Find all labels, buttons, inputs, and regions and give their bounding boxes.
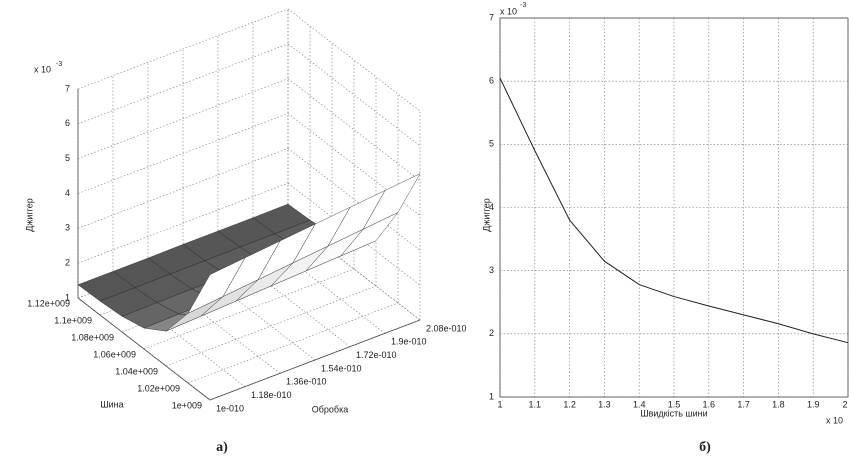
x-tick-label: 1 <box>497 399 502 409</box>
grid-line <box>77 148 289 229</box>
y-scale: x 10 <box>500 6 517 16</box>
z-axis-label: Джиггер <box>24 198 34 232</box>
x-tick-label: 2 <box>842 399 847 409</box>
y-tick-label: 6 <box>489 76 494 86</box>
y-tick-label: 1.18e-010 <box>251 390 292 400</box>
y-tick-label: 2 <box>489 328 494 338</box>
x-tick-label: 1.9 <box>807 399 820 409</box>
z-tick-label: 7 <box>65 83 70 93</box>
x-tick-label: 1.06e+009 <box>93 349 136 359</box>
y-tick-label: 1.36e-010 <box>286 377 327 387</box>
y-tick-label: 4 <box>489 202 494 212</box>
x-tick-label: 1.02e+009 <box>137 383 180 393</box>
grid-line <box>77 113 289 194</box>
x-tick-label: 1.08e+009 <box>71 332 114 342</box>
x-tick-label: 1.04e+009 <box>115 366 158 376</box>
z-tick-label: 2 <box>65 258 70 268</box>
grid-line <box>143 268 355 350</box>
x-tick-label: 1.2 <box>563 399 576 409</box>
y-tick-label: 1e-010 <box>216 403 244 413</box>
y-tick-label: 1.72e-010 <box>356 350 397 360</box>
x-tick-label: 1.4 <box>633 399 646 409</box>
z-tick-label: 3 <box>65 223 70 233</box>
grid-line <box>77 43 289 125</box>
y-tick-label: 7 <box>489 12 494 22</box>
surface-patch <box>187 257 246 314</box>
x-axis-label: Швидкість шини <box>640 408 707 418</box>
x-tick-label: 1e+009 <box>172 400 202 410</box>
y-axis-label: Обробка <box>312 404 348 414</box>
grid-line <box>77 182 289 264</box>
line <box>499 77 849 344</box>
z-scale-exp: -3 <box>56 61 62 68</box>
grid-line <box>77 78 289 159</box>
y-tick-label: 3 <box>489 265 494 275</box>
grid-line <box>77 8 289 90</box>
caption: б) <box>699 440 711 455</box>
grid-line <box>187 302 399 384</box>
z-tick-label: 1 <box>65 292 70 302</box>
z-tick-label: 6 <box>65 118 70 128</box>
y-tick-label: 1.9e-010 <box>391 337 427 347</box>
y-tick-label: 2.08e-010 <box>426 323 467 333</box>
x-tick-label: 1.12e+009 <box>27 298 70 308</box>
y-tick-label: 5 <box>489 139 494 149</box>
x-tick-label: 1.1 <box>529 399 542 409</box>
x-axis-label: Шина <box>100 399 123 409</box>
x-tick-label: 1.8 <box>772 399 785 409</box>
caption: а) <box>216 440 228 455</box>
y-scale-exp: -3 <box>520 2 526 9</box>
x-tick-label: 1.5 <box>668 399 681 409</box>
z-tick-label: 5 <box>65 153 70 163</box>
y-axis-label: Джиггер <box>481 198 491 232</box>
x-tick-label: 1.7 <box>737 399 750 409</box>
grid-line <box>165 285 377 367</box>
grid-line <box>287 43 421 147</box>
x-tick-label: 1.3 <box>598 399 611 409</box>
x-tick-label: 1.6 <box>703 399 716 409</box>
x-tick-label: 1.1e+009 <box>54 315 92 325</box>
y-tick-label: 1 <box>489 391 494 401</box>
y-tick-label: 1.54e-010 <box>321 363 362 373</box>
z-tick-label: 4 <box>65 188 70 198</box>
z-scale: x 10 <box>34 64 51 74</box>
x-scale: x 10 <box>826 415 843 425</box>
